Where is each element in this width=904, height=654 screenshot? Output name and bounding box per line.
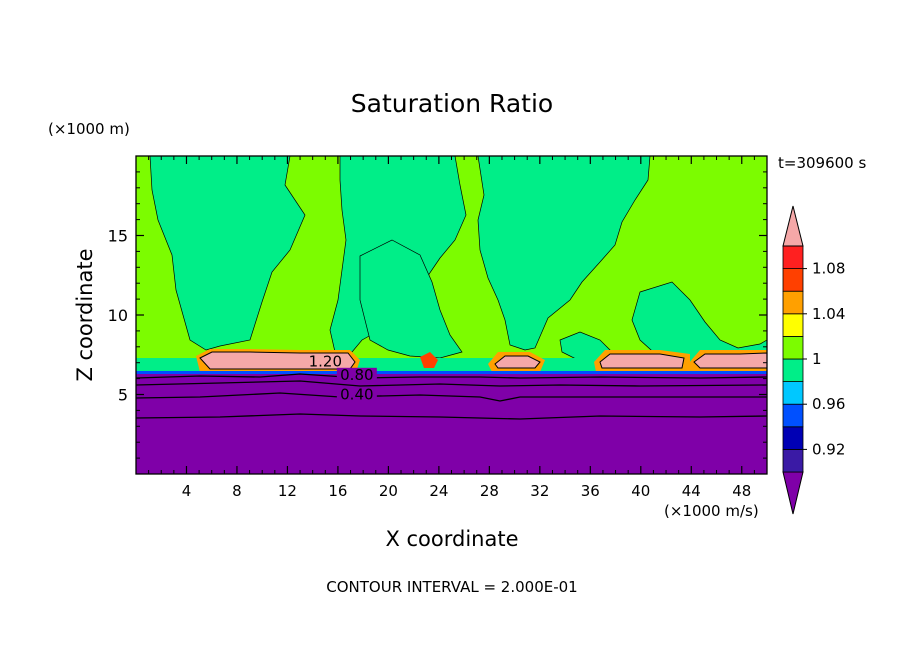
- colorbar-over-arrow: [782, 205, 804, 247]
- contour-line-060: [136, 380, 767, 387]
- x-axis-label: X coordinate: [385, 527, 518, 551]
- contour-labels: 1.200.80 0.40: [305, 352, 377, 404]
- x-tick-label: 12: [278, 482, 297, 500]
- y-unit-label: (×1000 m): [48, 120, 130, 138]
- x-tick-label: 40: [631, 482, 650, 500]
- colorbar-tick-label: 0.96: [812, 395, 845, 413]
- contour-interval-note: CONTOUR INTERVAL = 2.000E-01: [326, 578, 577, 596]
- colorbar-band: [782, 245, 804, 270]
- contour-label-bg: [305, 354, 346, 369]
- cloud-4: [599, 353, 685, 369]
- x-tick-label: 36: [581, 482, 600, 500]
- x-tick-label: 24: [429, 482, 448, 500]
- colorbar-band: [782, 313, 804, 337]
- contour-label-bg: [336, 387, 377, 402]
- x-tick-label: 16: [328, 482, 347, 500]
- region-near-saturation-c: [477, 156, 651, 351]
- x-axis: 4 8 12 16 20 24 28 32 36 40 44 48: [148, 156, 755, 500]
- colorbar-tick-label: 1.08: [812, 260, 845, 278]
- x-tick-label: 28: [480, 482, 499, 500]
- contour-label: 1.20: [309, 352, 342, 370]
- y-tick-label: 5: [118, 386, 128, 405]
- chart-title: Saturation Ratio: [351, 89, 553, 118]
- colorbar-under-arrow: [782, 471, 804, 515]
- colorbar-band: [782, 448, 804, 473]
- colorbar-band: [782, 381, 804, 405]
- contour-line-020: [136, 413, 767, 420]
- colorbar-band: [782, 268, 804, 292]
- colorbar-tick-label: 1.04: [812, 305, 845, 323]
- x-tick-label: 44: [682, 482, 701, 500]
- contour-line-040: [136, 392, 767, 402]
- region-near-saturation-a: [149, 156, 306, 351]
- colorbar-band: [782, 403, 804, 428]
- x-tick-label: 8: [232, 482, 242, 500]
- cloud-2-core: [420, 352, 438, 368]
- cloud-3: [494, 355, 541, 369]
- y-tick-label: 10: [108, 306, 128, 325]
- colorbar-band: [782, 358, 804, 383]
- time-label: t=309600 s: [778, 154, 866, 172]
- contour-label: 0.80: [340, 366, 373, 384]
- y-axis-label: Z coordinate: [73, 248, 97, 381]
- plot-field: [136, 156, 767, 474]
- dry-layer: [136, 374, 767, 474]
- x-tick-label: 20: [379, 482, 398, 500]
- region-near-saturation-d: [359, 239, 463, 359]
- y-axis: 5 10 15: [108, 171, 767, 459]
- cloud-5: [693, 352, 767, 369]
- colorbar-tick-label: 1: [812, 350, 822, 368]
- colorbar: 0.92 0.96 1 1.04 1.08: [782, 205, 845, 515]
- colorbar-band: [782, 290, 804, 315]
- contour-label: 0.40: [340, 386, 373, 404]
- band-inversion: [136, 371, 767, 374]
- contour-label-bg: [336, 367, 377, 382]
- y-tick-label: 15: [108, 227, 128, 246]
- colorbar-tick-label: 0.92: [812, 440, 845, 458]
- x-tick-label: 48: [732, 482, 751, 500]
- colorbar-band: [782, 426, 804, 450]
- x-tick-label: 32: [530, 482, 549, 500]
- colorbar-band: [782, 335, 804, 360]
- x-unit-label: (×1000 m/s): [664, 502, 759, 520]
- x-tick-label: 4: [182, 482, 192, 500]
- contour-line-080: [136, 373, 767, 379]
- region-near-saturation-e: [631, 281, 767, 363]
